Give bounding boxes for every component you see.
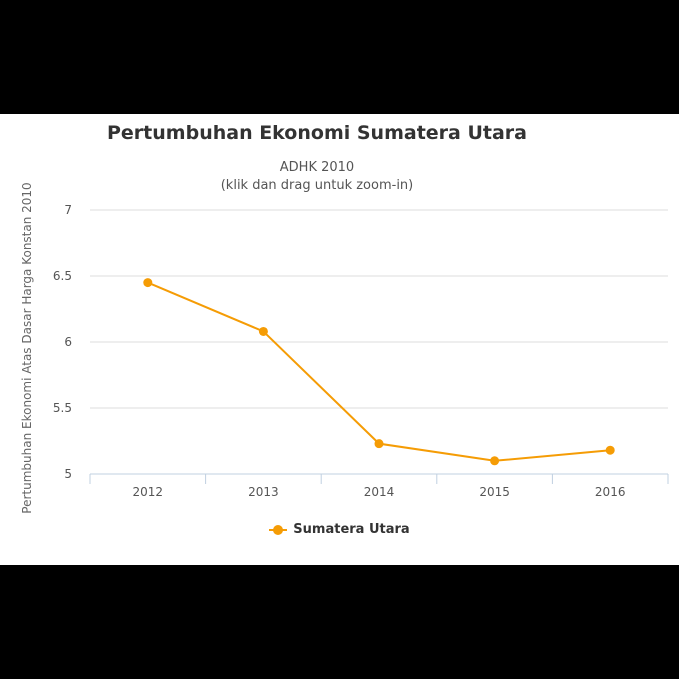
line-chart[interactable]: 5 5.5 6 6.5 7 2012 2013 2014 2015 2016 Pertumbuh… <box>0 114 679 565</box>
x-axis-ticks: 2012 2013 2014 2015 2016 <box>133 485 626 499</box>
gridlines <box>90 209 668 475</box>
x-tick-label: 2016 <box>595 485 626 499</box>
data-point[interactable] <box>490 456 500 466</box>
data-point[interactable] <box>258 326 268 336</box>
chart-zoom-hint: (klik dan drag untuk zoom-in) <box>220 178 414 193</box>
x-tick-label: 2012 <box>133 485 164 499</box>
data-point[interactable] <box>605 445 615 455</box>
y-tick-label: 6.5 <box>53 269 72 283</box>
y-tick-label: 7 <box>64 203 72 217</box>
x-axis <box>89 473 669 484</box>
series-layer <box>143 278 615 466</box>
data-point[interactable] <box>143 278 153 288</box>
chart-title: Pertumbuhan Ekonomi Sumatera Utara <box>107 122 527 144</box>
x-tick-label: 2015 <box>479 485 510 499</box>
y-tick-label: 5 <box>64 467 72 481</box>
legend-marker-icon <box>269 524 288 535</box>
chart-subtitle: ADHK 2010 <box>279 160 355 175</box>
y-tick-label: 6 <box>64 335 72 349</box>
x-tick-label: 2014 <box>364 485 395 499</box>
series-line <box>147 281 611 462</box>
legend-item-sumatera-utara[interactable]: Sumatera Utara <box>269 522 410 537</box>
legend: Sumatera Utara <box>0 522 679 539</box>
y-tick-label: 5.5 <box>53 401 72 415</box>
x-tick-label: 2013 <box>248 485 279 499</box>
legend-label: Sumatera Utara <box>293 522 410 537</box>
y-axis-label: Pertumbuhan Ekonomi Atas Dasar Harga Kon… <box>20 182 34 513</box>
y-axis-ticks: 5 5.5 6 6.5 7 <box>53 203 72 481</box>
data-point[interactable] <box>374 439 384 449</box>
chart-panel: Pertumbuhan Ekonomi Sumatera Utara ADHK … <box>0 114 679 565</box>
